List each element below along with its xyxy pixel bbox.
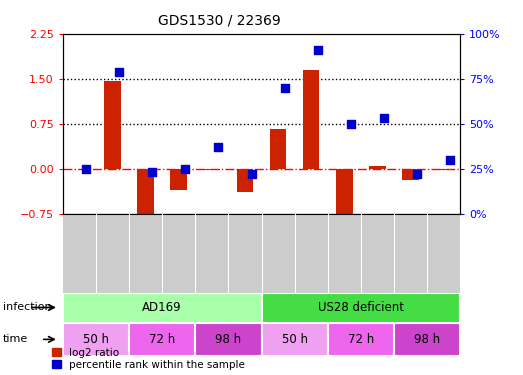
Text: AD169: AD169 <box>142 301 182 314</box>
Text: time: time <box>3 334 28 344</box>
Point <box>247 171 256 177</box>
Point <box>347 121 355 127</box>
Text: infection: infection <box>3 303 51 312</box>
Bar <box>402 169 419 180</box>
Text: 72 h: 72 h <box>149 333 175 346</box>
Text: 98 h: 98 h <box>414 333 440 346</box>
Bar <box>328 322 394 356</box>
Bar <box>63 322 129 356</box>
Point <box>214 144 223 150</box>
Bar <box>270 129 287 169</box>
Bar <box>195 322 262 356</box>
Bar <box>137 169 154 214</box>
Bar <box>104 81 121 169</box>
Text: 50 h: 50 h <box>83 333 109 346</box>
Bar <box>435 169 452 170</box>
Bar <box>63 292 262 322</box>
Text: US28 deficient: US28 deficient <box>318 301 404 314</box>
Text: 98 h: 98 h <box>215 333 242 346</box>
Point <box>148 170 156 176</box>
Point <box>413 171 422 177</box>
Bar <box>170 169 187 190</box>
Bar <box>203 169 220 170</box>
Text: 72 h: 72 h <box>348 333 374 346</box>
Bar <box>336 169 353 214</box>
Point <box>314 47 322 53</box>
Text: 50 h: 50 h <box>281 333 308 346</box>
Point <box>446 157 454 163</box>
Text: GDS1530 / 22369: GDS1530 / 22369 <box>158 13 281 27</box>
Bar <box>262 292 460 322</box>
Point <box>280 85 289 91</box>
Point <box>181 166 189 172</box>
Legend: log2 ratio, percentile rank within the sample: log2 ratio, percentile rank within the s… <box>52 348 245 370</box>
Bar <box>303 70 320 169</box>
Bar <box>394 322 460 356</box>
Bar <box>129 322 195 356</box>
Point <box>115 69 123 75</box>
Bar <box>262 322 328 356</box>
Point <box>82 166 90 172</box>
Bar <box>236 169 253 192</box>
Point <box>380 116 388 122</box>
Bar <box>369 166 385 169</box>
